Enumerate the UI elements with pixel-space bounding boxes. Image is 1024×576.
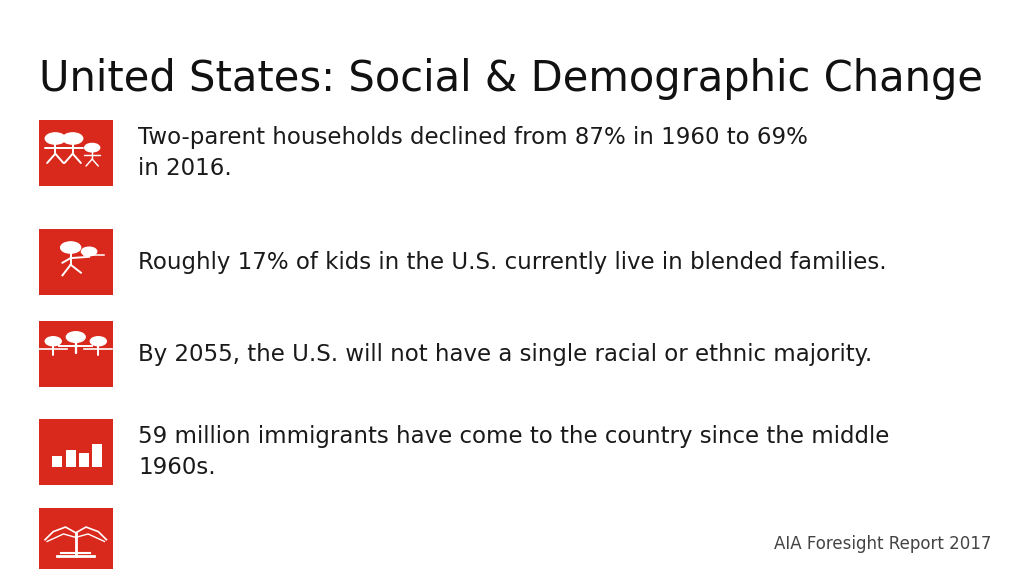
FancyBboxPatch shape [52,456,62,467]
FancyBboxPatch shape [92,444,102,467]
FancyBboxPatch shape [66,449,76,467]
Text: By 2055, the U.S. will not have a single racial or ethnic majority.: By 2055, the U.S. will not have a single… [138,343,872,366]
Text: Roughly 17% of kids in the U.S. currently live in blended families.: Roughly 17% of kids in the U.S. currentl… [138,251,887,274]
FancyBboxPatch shape [39,120,113,185]
Circle shape [82,247,96,256]
Circle shape [62,133,83,144]
Circle shape [60,242,81,253]
FancyBboxPatch shape [39,229,113,295]
FancyBboxPatch shape [39,321,113,387]
FancyBboxPatch shape [39,509,113,569]
Text: Two-parent households declined from 87% in 1960 to 69%
in 2016.: Two-parent households declined from 87% … [138,126,808,180]
Circle shape [67,332,85,342]
Circle shape [85,143,99,152]
Circle shape [90,337,106,346]
FancyBboxPatch shape [79,453,89,467]
FancyBboxPatch shape [39,419,113,485]
Text: AIA Foresight Report 2017: AIA Foresight Report 2017 [774,535,991,553]
Circle shape [45,337,61,346]
Text: 59 million immigrants have come to the country since the middle
1960s.: 59 million immigrants have come to the c… [138,425,890,479]
Circle shape [45,133,66,144]
Text: United States: Social & Demographic Change: United States: Social & Demographic Chan… [39,58,983,100]
